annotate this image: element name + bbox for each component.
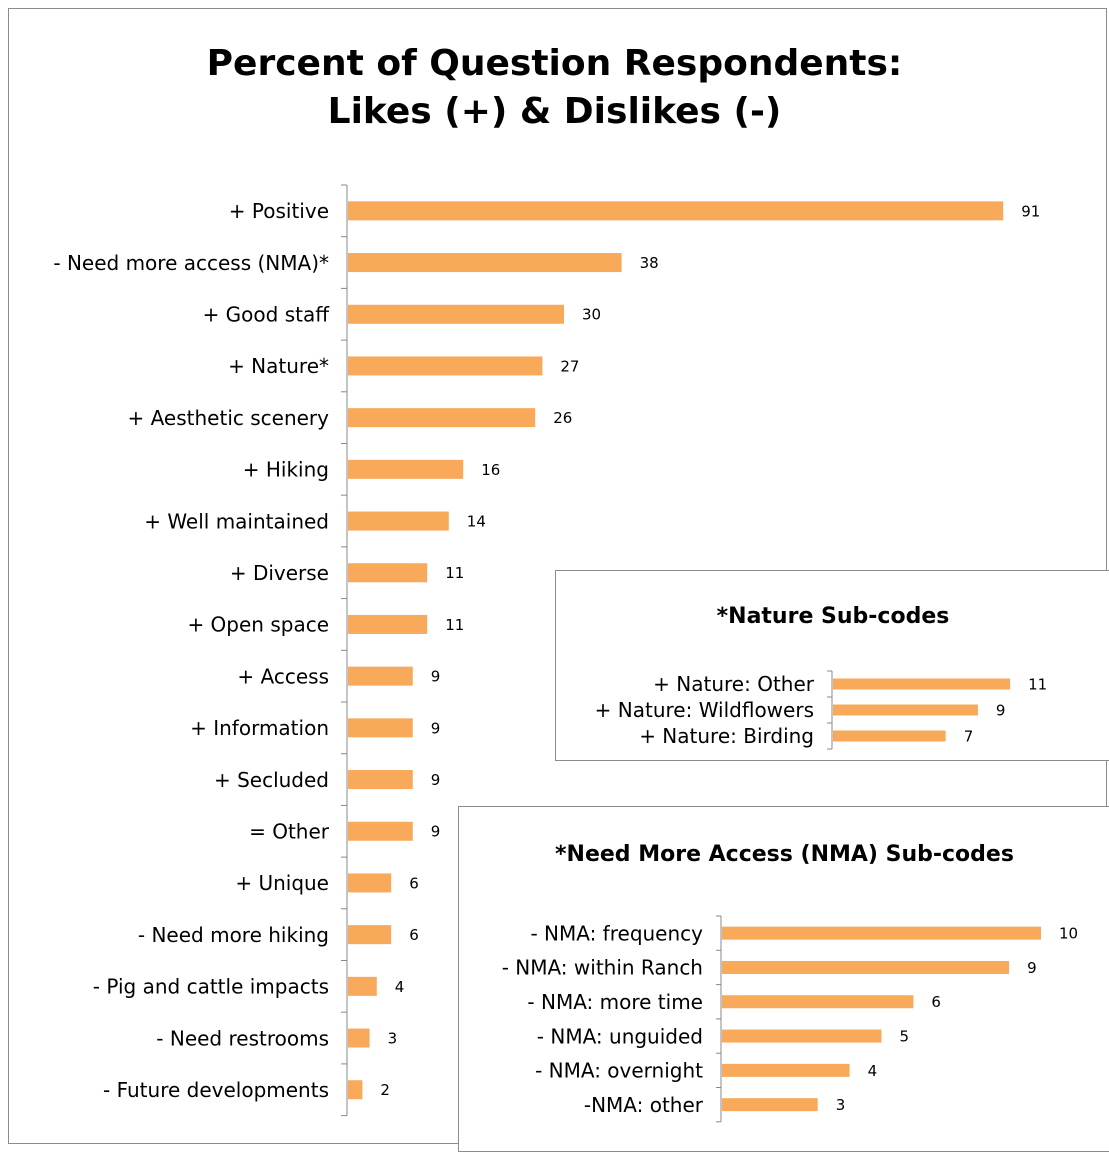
nma-category-label: - NMA: frequency (530, 921, 703, 945)
nma-bar (722, 1063, 850, 1077)
main-data-label: 26 (553, 409, 572, 427)
main-bar (348, 925, 392, 945)
main-data-label: 38 (640, 254, 659, 272)
main-bar (348, 614, 428, 634)
main-bar (348, 459, 464, 479)
chart-title: Percent of Question Respondents: Likes (… (0, 40, 1109, 136)
nature-subcodes-title: *Nature Sub-codes (716, 604, 950, 629)
nma-subcodes-panel: *Need More Access (NMA) Sub-codes (458, 806, 1109, 1152)
main-bar (348, 511, 449, 531)
nma-category-label: - NMA: unguided (537, 1024, 703, 1048)
main-data-label: 91 (1021, 202, 1040, 220)
main-bar (348, 201, 1004, 221)
main-data-label: 16 (481, 461, 500, 479)
main-data-label: 9 (431, 719, 441, 737)
main-data-label: 27 (560, 357, 579, 375)
nma-data-label: 6 (931, 993, 941, 1011)
main-category-label: + Access (237, 664, 329, 688)
main-category-label: = Other (249, 819, 330, 843)
main-data-label: 4 (395, 978, 405, 996)
main-bar (348, 821, 413, 841)
nma-category-label: - NMA: more time (527, 990, 703, 1014)
nma-data-label: 5 (900, 1027, 910, 1045)
main-category-label: - Future developments (103, 1078, 329, 1102)
main-data-label: 9 (431, 771, 441, 789)
nature-category-label: + Nature: Other (653, 672, 815, 696)
main-category-label: + Nature* (228, 354, 329, 378)
main-category-label: + Open space (187, 613, 329, 637)
main-category-label: + Aesthetic scenery (127, 406, 329, 430)
main-bar (348, 666, 413, 686)
nma-data-label: 9 (1027, 959, 1037, 977)
nma-bar (722, 1029, 882, 1043)
nma-subcodes-title: *Need More Access (NMA) Sub-codes (555, 842, 1014, 867)
nature-bar (833, 678, 1011, 690)
nature-data-label: 7 (964, 727, 974, 745)
chart-title-line-1: Percent of Question Respondents: (206, 43, 903, 84)
main-category-label: + Hiking (243, 458, 329, 482)
main-category-label: + Unique (235, 871, 329, 895)
main-bar (348, 873, 392, 893)
main-data-label: 11 (445, 616, 464, 634)
main-category-label: + Positive (229, 199, 329, 223)
main-data-label: 3 (388, 1029, 398, 1047)
main-bar (348, 770, 413, 790)
main-category-label: + Diverse (230, 561, 329, 585)
main-data-label: 14 (467, 512, 486, 530)
nma-data-label: 3 (836, 1096, 846, 1114)
main-category-label: + Information (190, 716, 329, 740)
main-category-label: - Need restrooms (156, 1026, 329, 1050)
nature-category-label: + Nature: Wildflowers (595, 698, 814, 722)
main-bar (348, 356, 543, 376)
nma-data-label: 10 (1059, 925, 1078, 943)
nature-data-label: 11 (1028, 675, 1047, 693)
nma-category-label: - NMA: overnight (535, 1059, 703, 1083)
main-data-label: 9 (431, 668, 441, 686)
main-bar (348, 563, 428, 583)
nma-category-label: - NMA: within Ranch (502, 956, 703, 980)
main-category-label: - Pig and cattle impacts (93, 975, 329, 999)
main-category-label: - Need more hiking (138, 923, 329, 947)
main-bar (348, 1028, 370, 1048)
nma-bar (722, 926, 1041, 940)
nature-bar (833, 704, 978, 716)
main-bar (348, 1080, 363, 1100)
main-category-label: + Secluded (214, 768, 329, 792)
main-category-label: - Need more access (NMA)* (53, 251, 329, 275)
main-bar (348, 718, 413, 738)
main-bar (348, 253, 622, 273)
main-category-label: + Well maintained (144, 509, 329, 533)
main-bar (348, 304, 564, 324)
main-data-label: 9 (431, 823, 441, 841)
nma-bar (722, 1098, 818, 1112)
chart-title-line-2: Likes (+) & Dislikes (-) (327, 91, 782, 132)
main-data-label: 2 (380, 1081, 390, 1099)
main-bar (348, 976, 377, 996)
main-category-label: + Good staff (203, 302, 331, 326)
main-data-label: 30 (582, 306, 601, 324)
nma-data-label: 4 (868, 1062, 878, 1080)
main-data-label: 6 (409, 874, 419, 892)
main-data-label: 6 (409, 926, 419, 944)
nature-category-label: + Nature: Birding (639, 724, 814, 748)
nma-bar (722, 995, 914, 1009)
main-bar (348, 408, 536, 428)
nma-category-label: -NMA: other (584, 1093, 704, 1117)
nature-bar (833, 730, 946, 742)
main-data-label: 11 (445, 564, 464, 582)
nma-bar (722, 960, 1010, 974)
nature-data-label: 9 (996, 701, 1006, 719)
